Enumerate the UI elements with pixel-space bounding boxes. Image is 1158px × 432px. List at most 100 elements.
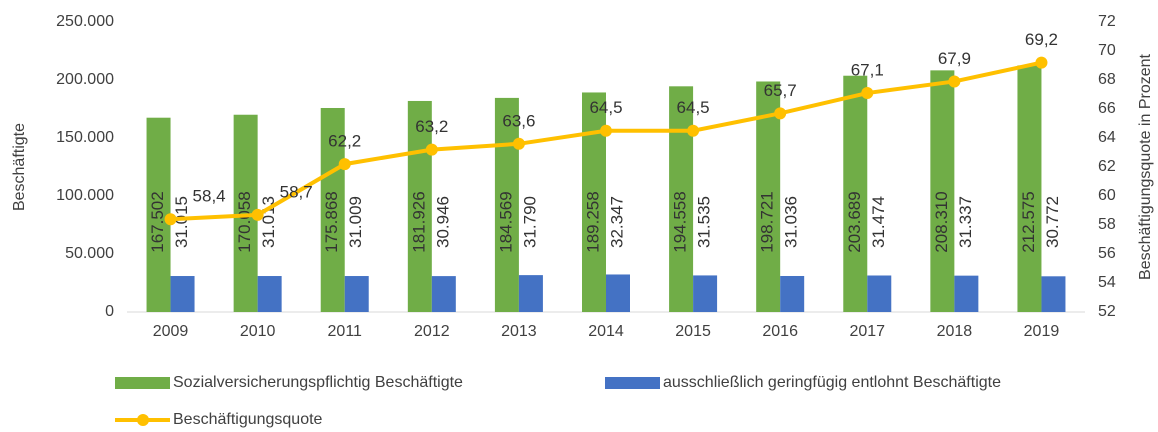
- y2-tick-label: 54: [1098, 274, 1116, 291]
- value-label: 69,2: [1025, 30, 1058, 49]
- value-label: 30.946: [433, 196, 452, 248]
- x-tick-label: 2015: [675, 323, 711, 340]
- value-label: 181.926: [409, 191, 428, 252]
- y2-tick-label: 56: [1098, 245, 1116, 262]
- bar: [431, 276, 456, 312]
- x-tick-label: 2019: [1024, 323, 1060, 340]
- bar: [257, 276, 282, 312]
- value-label: 31.474: [869, 196, 888, 248]
- x-tick-label: 2017: [849, 323, 885, 340]
- line-marker: [861, 87, 874, 100]
- y2-axis-title: Beschäftigungsquote in Prozent: [1137, 53, 1154, 279]
- value-label: 184.569: [496, 191, 515, 252]
- value-label: 31.790: [520, 196, 539, 248]
- y2-tick-label: 60: [1098, 187, 1116, 204]
- line-marker: [948, 75, 961, 88]
- legend-swatch: [605, 377, 660, 389]
- value-label: 63,6: [502, 111, 535, 130]
- y2-tick-label: 62: [1098, 158, 1116, 175]
- x-tick-label: 2012: [414, 323, 450, 340]
- bar: [518, 275, 543, 312]
- bar: [780, 275, 805, 312]
- y2-tick-label: 72: [1098, 13, 1116, 30]
- y-tick-label: 50.000: [65, 245, 114, 262]
- value-label: 189.258: [583, 191, 602, 252]
- bar: [233, 114, 258, 312]
- bar: [170, 276, 195, 312]
- value-label: 67,9: [938, 49, 971, 68]
- bar: [1041, 276, 1066, 312]
- x-tick-label: 2010: [240, 323, 276, 340]
- bar: [867, 275, 892, 312]
- value-label: 31.036: [782, 196, 801, 248]
- value-label: 63,2: [415, 117, 448, 136]
- y2-tick-label: 68: [1098, 71, 1116, 88]
- x-tick-label: 2011: [328, 323, 363, 340]
- bar: [1017, 65, 1042, 313]
- bar: [606, 274, 630, 312]
- y2-tick-label: 52: [1098, 303, 1116, 320]
- bar: [320, 107, 345, 312]
- value-label: 203.689: [845, 191, 864, 252]
- value-label: 67,1: [851, 61, 884, 80]
- y2-tick-label: 70: [1098, 42, 1116, 59]
- legend-label: Sozialversicherungspflichtig Beschäftigt…: [173, 374, 463, 391]
- y-tick-label: 150.000: [56, 129, 114, 146]
- x-tick-label: 2016: [762, 323, 798, 340]
- bar: [669, 86, 694, 313]
- line-marker: [251, 208, 264, 221]
- y2-tick-label: 64: [1098, 129, 1116, 146]
- y-axis-title: Beschäftigte: [11, 123, 28, 211]
- line-marker: [1035, 56, 1048, 69]
- bar: [930, 70, 955, 312]
- legend-swatch: [115, 377, 170, 389]
- line-marker: [687, 124, 700, 137]
- bar: [954, 275, 979, 312]
- value-label: 30.772: [1043, 196, 1062, 248]
- legend-label: Beschäftigungsquote: [173, 411, 323, 428]
- y-tick-label: 200.000: [56, 71, 114, 88]
- value-label: 175.868: [322, 191, 341, 252]
- bar: [407, 100, 432, 312]
- x-tick-label: 2013: [501, 323, 537, 340]
- x-tick-label: 2009: [153, 323, 189, 340]
- value-label: 31.535: [695, 196, 714, 248]
- bar: [843, 75, 868, 312]
- value-label: 31.009: [346, 196, 365, 248]
- line-marker: [774, 107, 787, 120]
- value-label: 208.310: [932, 191, 951, 252]
- line-marker: [338, 158, 351, 171]
- bar: [756, 81, 781, 312]
- legend-label: ausschließlich geringfügig entlohnt Besc…: [663, 374, 1001, 391]
- line-marker: [425, 143, 438, 156]
- value-label: 65,7: [764, 81, 797, 100]
- y-tick-label: 100.000: [56, 187, 114, 204]
- bar: [494, 97, 519, 312]
- value-label: 58,4: [193, 187, 226, 206]
- line-marker: [600, 124, 612, 137]
- value-label: 31.015: [172, 196, 191, 248]
- y2-tick-label: 58: [1098, 216, 1116, 233]
- value-label: 167.502: [148, 191, 167, 252]
- value-label: 194.558: [671, 191, 690, 252]
- value-label: 170.058: [235, 191, 254, 252]
- line-marker: [512, 137, 525, 150]
- value-label: 62,2: [328, 132, 361, 151]
- line-marker: [164, 213, 177, 226]
- bar: [693, 275, 718, 312]
- x-tick-label: 2018: [937, 323, 973, 340]
- y-tick-label: 250.000: [56, 13, 114, 30]
- y2-tick-label: 66: [1098, 100, 1116, 117]
- value-label: 31.337: [956, 196, 975, 248]
- x-tick-label: 2014: [588, 323, 624, 340]
- bar: [344, 276, 369, 312]
- value-label: 64,5: [589, 98, 622, 117]
- value-label: 32.347: [607, 196, 626, 248]
- value-label: 64,5: [677, 98, 710, 117]
- value-label: 212.575: [1019, 191, 1038, 252]
- y-tick-label: 0: [105, 303, 114, 320]
- value-label: 198.721: [758, 191, 777, 252]
- value-label: 58,7: [280, 182, 313, 201]
- legend-marker: [137, 414, 149, 426]
